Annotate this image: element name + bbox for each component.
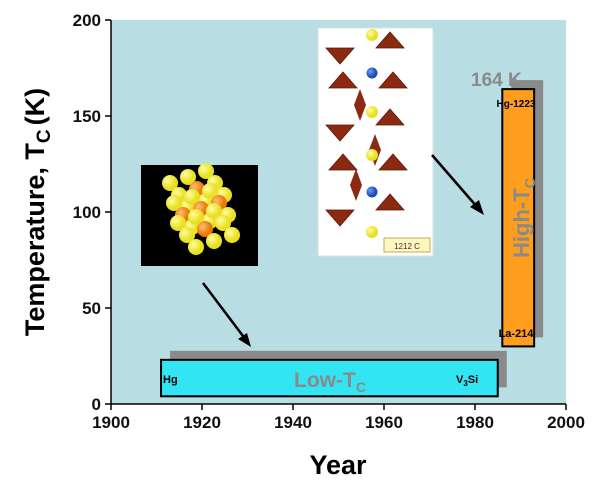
crystal-caption: 1212 C bbox=[394, 242, 420, 251]
octahedron bbox=[375, 31, 405, 49]
arrow-line-lowtc bbox=[202, 282, 247, 341]
high-tc-name-main: High-T bbox=[509, 188, 534, 258]
bar-1 bbox=[501, 88, 536, 348]
max-tc-annotation: 164 K bbox=[471, 70, 522, 91]
atom bbox=[366, 226, 378, 238]
y-tick-label: 150 bbox=[73, 107, 101, 126]
chain-octahedron bbox=[354, 89, 366, 121]
atom bbox=[366, 67, 378, 79]
octahedron bbox=[375, 108, 405, 126]
bar-0 bbox=[160, 358, 499, 398]
atom bbox=[170, 215, 186, 231]
atom bbox=[224, 227, 240, 243]
atom bbox=[366, 29, 378, 41]
atom bbox=[188, 239, 204, 255]
pyramid bbox=[378, 153, 408, 171]
y-axis-title-sub: C bbox=[34, 129, 55, 143]
low-tc-name-sub: C bbox=[356, 379, 366, 395]
atom bbox=[206, 203, 222, 219]
atom bbox=[197, 221, 213, 237]
low-tc-name: Low-TC bbox=[294, 369, 366, 395]
atom bbox=[215, 215, 231, 231]
x-tick-label: 2000 bbox=[547, 413, 585, 432]
pyramid bbox=[378, 71, 408, 89]
x-tick-label: 1920 bbox=[183, 413, 221, 432]
crystal-caption-box bbox=[383, 237, 431, 253]
arrow-head-lowtc bbox=[238, 333, 251, 347]
low-tc-end-label: V3Si bbox=[456, 374, 478, 388]
atom bbox=[184, 189, 200, 205]
atom bbox=[366, 106, 378, 118]
bars bbox=[160, 80, 544, 398]
x-tick-label: 1940 bbox=[274, 413, 312, 432]
x-tick-label: 1960 bbox=[365, 413, 403, 432]
high-tc-name-sub: C bbox=[522, 177, 539, 188]
atom bbox=[162, 175, 178, 191]
element-lattice-image bbox=[141, 163, 258, 266]
x-tick-label: 1900 bbox=[92, 413, 130, 432]
octahedron bbox=[325, 124, 355, 142]
octahedron bbox=[375, 193, 405, 211]
x-tick-label: 1980 bbox=[456, 413, 494, 432]
atom bbox=[180, 169, 196, 185]
pyramid bbox=[328, 71, 358, 89]
y-axis-title-unit: (K) bbox=[20, 88, 50, 125]
y-tick-label: 0 bbox=[92, 395, 101, 414]
atom bbox=[166, 195, 182, 211]
y-tick-label: 200 bbox=[73, 11, 101, 30]
chain-octahedron bbox=[350, 169, 362, 201]
octahedron bbox=[325, 209, 355, 227]
arrow-line-hightc bbox=[431, 154, 479, 209]
pyramid bbox=[328, 153, 358, 171]
y-axis-title: Temperature, TC (K) bbox=[20, 88, 55, 336]
atom bbox=[202, 183, 218, 199]
high-tc-top-label: Hg-1223 bbox=[497, 99, 536, 110]
low-tc-start-label: Hg bbox=[163, 374, 178, 386]
atom bbox=[188, 209, 204, 225]
y-tick-label: 100 bbox=[73, 203, 101, 222]
axes: 1900 1920 1940 1960 1980 2000 0 50 100 150 200 bbox=[73, 11, 585, 432]
y-axis-title-main: Temperature, T bbox=[20, 143, 50, 337]
arrow-head-hightc bbox=[470, 200, 484, 215]
atom bbox=[366, 149, 378, 161]
high-tc-bottom-label: La-214 bbox=[499, 328, 535, 340]
atom bbox=[366, 186, 378, 198]
low-tc-end-label-rest: Si bbox=[468, 374, 478, 386]
atom bbox=[179, 227, 195, 243]
low-tc-end-label-main: V bbox=[456, 374, 464, 386]
atom bbox=[206, 233, 222, 249]
high-tc-name: High-TC bbox=[509, 177, 539, 258]
atom bbox=[198, 163, 214, 179]
low-tc-end-label-sub: 3 bbox=[463, 379, 468, 388]
cuprate-structure-image: 1212 C bbox=[317, 27, 434, 257]
y-tick-label: 50 bbox=[82, 299, 101, 318]
x-axis-title: Year bbox=[309, 450, 367, 480]
octahedron bbox=[325, 47, 355, 65]
low-tc-name-main: Low-T bbox=[294, 369, 356, 392]
